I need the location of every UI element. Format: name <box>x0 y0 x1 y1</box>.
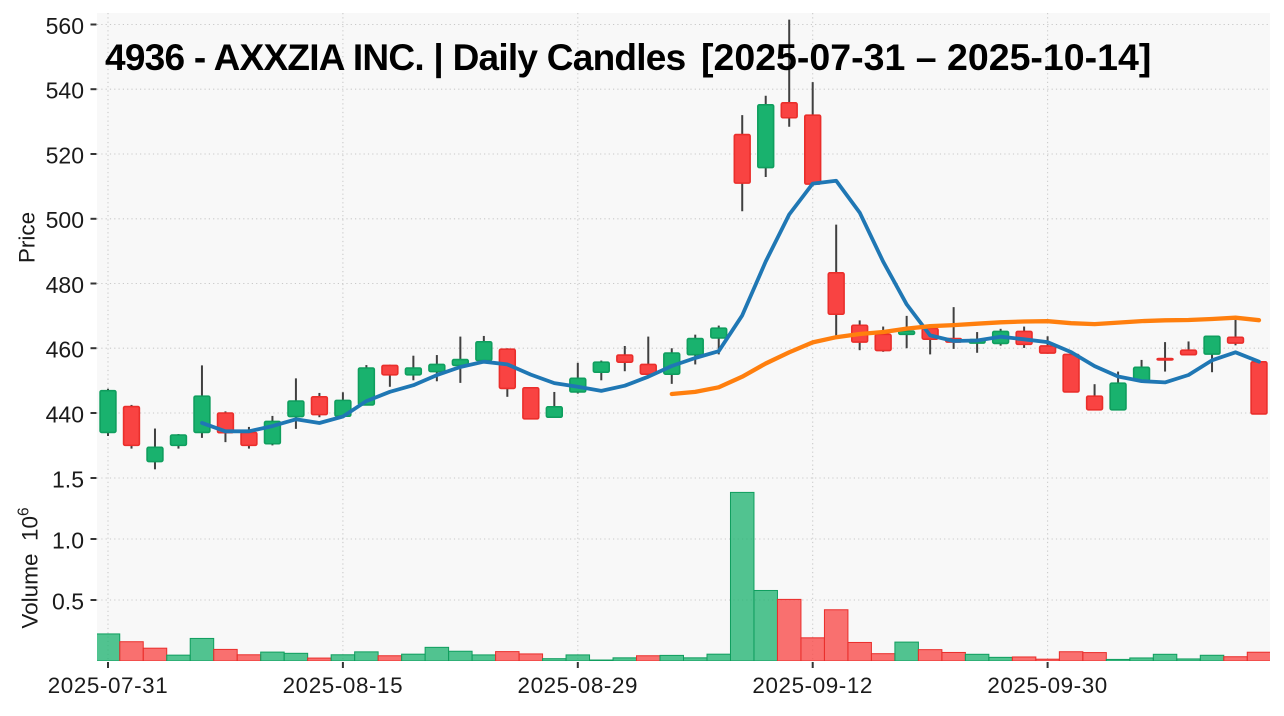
svg-text:2025-08-15: 2025-08-15 <box>283 673 404 698</box>
svg-text:4936 - AXXZIA INC. | Daily Can: 4936 - AXXZIA INC. | Daily Candles <box>105 37 686 79</box>
svg-text:480: 480 <box>46 272 84 298</box>
svg-text:2025-09-12: 2025-09-12 <box>752 673 873 698</box>
svg-text:1.5: 1.5 <box>52 466 84 492</box>
svg-text:560: 560 <box>46 13 84 39</box>
svg-text:2025-08-29: 2025-08-29 <box>518 673 639 698</box>
svg-text:520: 520 <box>46 142 84 168</box>
svg-text:0.5: 0.5 <box>52 588 84 614</box>
svg-text:440: 440 <box>46 401 84 427</box>
svg-text:Price: Price <box>15 212 40 263</box>
svg-text:[2025-07-31 – 2025-10-14]: [2025-07-31 – 2025-10-14] <box>701 36 1151 78</box>
svg-text:Volume 106: Volume 106 <box>16 507 43 628</box>
svg-text:2025-07-31: 2025-07-31 <box>48 673 169 698</box>
svg-text:540: 540 <box>46 78 84 104</box>
svg-text:500: 500 <box>46 207 84 233</box>
svg-text:1.0: 1.0 <box>52 527 84 553</box>
svg-text:460: 460 <box>46 337 84 363</box>
svg-text:2025-09-30: 2025-09-30 <box>987 673 1108 698</box>
